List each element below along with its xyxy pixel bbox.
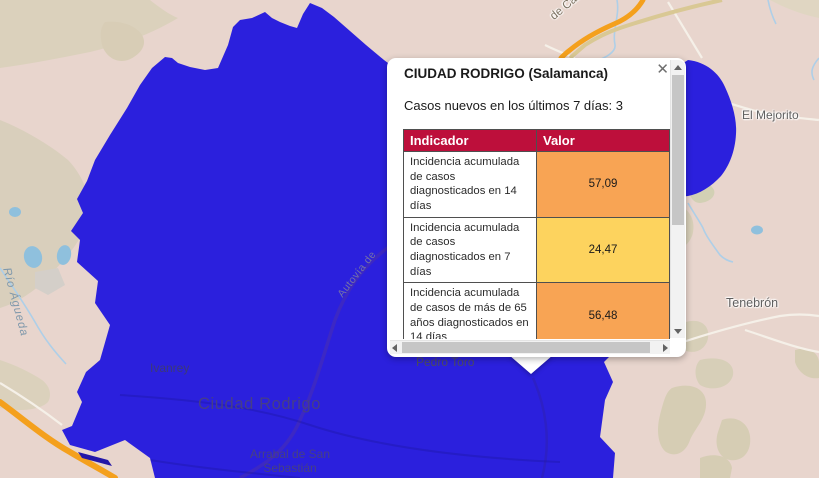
close-icon[interactable]: ✕ bbox=[656, 61, 669, 78]
info-window: ✕ CIUDAD RODRIGO (Salamanca) Casos nuevo… bbox=[387, 58, 686, 357]
road-de-castilla bbox=[568, 0, 723, 60]
value-cell: 24,47 bbox=[536, 216, 670, 284]
value-cell: 57,09 bbox=[536, 151, 670, 218]
indicator-cell: Incidencia acumulada de casos diagnostic… bbox=[403, 151, 537, 218]
table-header-row: Indicador Valor bbox=[403, 129, 670, 152]
vertical-scrollbar[interactable] bbox=[670, 60, 685, 338]
indicator-cell: Incidencia acumulada de casos de más de … bbox=[403, 282, 537, 339]
popup-subtitle: Casos nuevos en los últimos 7 días: 3 bbox=[404, 98, 623, 113]
streams bbox=[0, 0, 819, 365]
table-row: Incidencia acumulada de casos diagnostic… bbox=[403, 151, 670, 218]
region-sliver bbox=[78, 452, 112, 466]
header-indicador: Indicador bbox=[403, 129, 537, 152]
horizontal-scroll-thumb[interactable] bbox=[402, 342, 650, 353]
popup-content: CIUDAD RODRIGO (Salamanca) Casos nuevos … bbox=[387, 58, 671, 339]
value-cell: 56,48 bbox=[536, 282, 670, 339]
table-row: Incidencia acumulada de casos diagnostic… bbox=[403, 216, 670, 284]
scroll-right-icon[interactable] bbox=[663, 344, 668, 352]
table-row: Incidencia acumulada de casos de más de … bbox=[403, 282, 670, 339]
header-valor: Valor bbox=[536, 129, 670, 152]
popup-title: CIUDAD RODRIGO (Salamanca) bbox=[404, 66, 609, 81]
scroll-down-icon[interactable] bbox=[674, 329, 682, 334]
indicator-table-body: Incidencia acumulada de casos diagnostic… bbox=[403, 151, 670, 339]
scroll-up-icon[interactable] bbox=[674, 65, 682, 70]
roads-under-overlay bbox=[119, 244, 561, 478]
indicator-cell: Incidencia acumulada de casos diagnostic… bbox=[403, 216, 537, 284]
water-ponds bbox=[9, 207, 763, 268]
horizontal-scrollbar[interactable] bbox=[390, 340, 670, 354]
indicator-table: Indicador Valor Incidencia acumulada de … bbox=[403, 129, 670, 339]
popup-tail bbox=[509, 355, 553, 374]
highway-bottom-left bbox=[0, 399, 118, 478]
scroll-left-icon[interactable] bbox=[392, 344, 397, 352]
vertical-scroll-thumb[interactable] bbox=[672, 75, 684, 225]
highway-top bbox=[558, 0, 646, 61]
